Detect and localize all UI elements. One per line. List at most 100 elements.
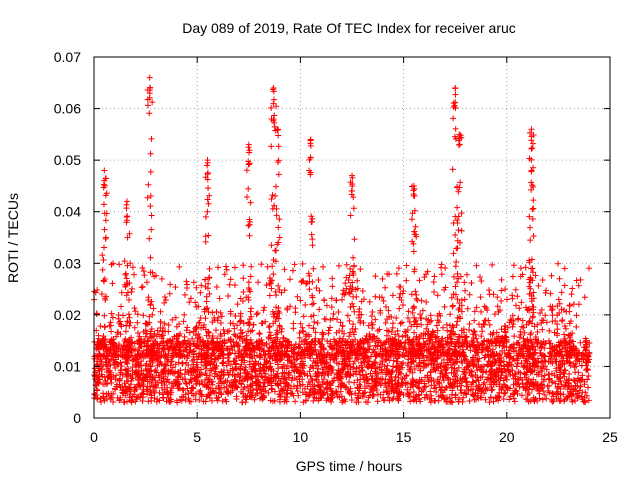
data-point	[581, 294, 588, 301]
data-point	[429, 356, 436, 363]
data-point	[197, 289, 204, 296]
data-point	[548, 272, 555, 279]
data-point	[110, 399, 117, 406]
data-point	[550, 393, 557, 400]
data-point	[500, 396, 507, 403]
data-point	[581, 394, 588, 401]
data-point	[205, 200, 212, 207]
data-point	[350, 254, 357, 261]
data-point	[369, 309, 376, 316]
data-point	[145, 181, 152, 188]
data-point	[254, 310, 261, 317]
data-point	[269, 386, 276, 393]
data-point	[258, 337, 265, 344]
data-point	[342, 371, 349, 378]
data-point	[234, 301, 241, 308]
data-point	[291, 349, 298, 356]
data-point	[484, 385, 491, 392]
data-point	[527, 224, 534, 231]
data-point	[511, 398, 518, 405]
data-point	[308, 231, 315, 238]
data-point	[406, 368, 413, 375]
data-point	[486, 321, 493, 328]
data-point	[545, 371, 552, 378]
data-point	[189, 357, 196, 364]
data-point	[97, 398, 104, 405]
data-point	[297, 297, 304, 304]
data-point	[492, 372, 499, 379]
data-point	[292, 305, 299, 312]
data-point	[200, 362, 207, 369]
data-point	[306, 368, 313, 375]
data-point	[147, 203, 154, 210]
data-point	[521, 362, 528, 369]
data-point	[151, 395, 158, 402]
data-point	[192, 390, 199, 397]
data-point	[399, 333, 406, 340]
data-point	[585, 353, 592, 360]
data-point	[217, 319, 224, 326]
data-point	[126, 384, 133, 391]
data-point	[101, 167, 108, 174]
data-point	[410, 394, 417, 401]
data-point	[452, 85, 459, 92]
data-point	[172, 376, 179, 383]
data-point	[426, 337, 433, 344]
data-point	[181, 311, 188, 318]
data-point	[183, 285, 190, 292]
data-point	[327, 324, 334, 331]
data-point	[149, 383, 156, 390]
data-point	[363, 371, 370, 378]
data-point	[269, 398, 276, 405]
data-point	[350, 360, 357, 367]
data-point	[458, 382, 465, 389]
data-point	[466, 369, 473, 376]
data-point	[275, 171, 282, 178]
data-point	[339, 296, 346, 303]
data-point	[329, 390, 336, 397]
data-point	[404, 326, 411, 333]
data-point	[573, 363, 580, 370]
data-point	[138, 367, 145, 374]
data-point	[480, 368, 487, 375]
data-point	[577, 383, 584, 390]
data-point	[475, 361, 482, 368]
data-point	[249, 327, 256, 334]
data-point	[357, 371, 364, 378]
data-point	[160, 375, 167, 382]
data-point	[204, 159, 211, 166]
data-point	[219, 398, 226, 405]
data-point	[234, 384, 241, 391]
data-point	[132, 355, 139, 362]
data-point	[141, 272, 148, 279]
data-point	[479, 363, 486, 370]
data-point	[123, 201, 130, 208]
data-point	[468, 280, 475, 287]
data-point	[452, 99, 459, 106]
data-point	[475, 377, 482, 384]
data-point	[222, 396, 229, 403]
data-point	[403, 372, 410, 379]
data-point	[339, 399, 346, 406]
data-point	[105, 358, 112, 365]
data-point	[558, 289, 565, 296]
data-point	[347, 212, 354, 219]
data-point	[504, 366, 511, 373]
data-point	[467, 343, 474, 350]
data-point	[579, 376, 586, 383]
data-point	[348, 396, 355, 403]
data-point	[147, 150, 154, 157]
data-point	[320, 376, 327, 383]
data-point	[294, 293, 301, 300]
data-point	[514, 339, 521, 346]
data-point	[534, 382, 541, 389]
data-point	[310, 265, 317, 272]
data-point	[281, 287, 288, 294]
data-point	[196, 397, 203, 404]
data-point	[413, 383, 420, 390]
data-point	[442, 367, 449, 374]
data-point	[431, 385, 438, 392]
data-point	[454, 245, 461, 252]
data-point	[98, 358, 105, 365]
data-point	[343, 261, 350, 268]
